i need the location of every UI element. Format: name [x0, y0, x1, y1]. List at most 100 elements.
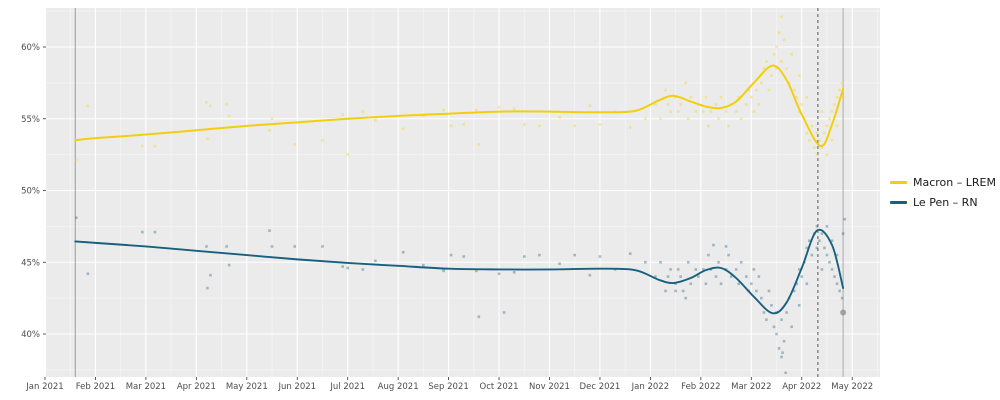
- legend-item-lepen: Le Pen – RN: [890, 196, 996, 209]
- data-point-lepen: [588, 273, 592, 277]
- data-point-lepen: [681, 289, 685, 293]
- x-axis-label: Jan 2022: [631, 382, 669, 392]
- x-axis-label: May 2021: [226, 382, 268, 392]
- data-point-macron: [760, 81, 763, 85]
- data-point-macron: [765, 60, 768, 63]
- data-point-lepen: [823, 246, 826, 250]
- data-point-macron: [689, 95, 693, 99]
- data-point-lepen: [772, 325, 776, 329]
- data-point-lepen: [785, 311, 788, 314]
- data-point-lepen: [74, 216, 78, 220]
- data-point-lepen: [462, 255, 466, 258]
- data-point-macron: [442, 108, 445, 112]
- data-point-lepen: [522, 255, 526, 258]
- data-point-macron: [462, 123, 466, 126]
- data-point-lepen: [790, 325, 793, 329]
- data-point-lepen: [724, 245, 728, 248]
- data-point-lepen: [762, 311, 766, 314]
- data-point-macron: [664, 88, 667, 92]
- x-axis-label: Feb 2021: [76, 382, 115, 392]
- data-point-macron: [813, 146, 816, 149]
- data-point-macron: [707, 124, 710, 128]
- data-point-lepen: [805, 246, 809, 250]
- data-point-macron: [739, 117, 743, 121]
- x-axis-label: Jul 2021: [329, 382, 365, 392]
- data-point-lepen: [442, 269, 445, 273]
- data-point-lepen: [775, 332, 778, 336]
- data-point-macron: [512, 107, 516, 111]
- data-point-lepen: [840, 296, 844, 300]
- trend-line-lepen: [74, 228, 845, 315]
- data-point-lepen: [558, 262, 561, 265]
- data-point-lepen: [669, 268, 672, 271]
- data-point-macron: [714, 103, 718, 106]
- data-point-lepen: [727, 253, 730, 257]
- data-point-macron: [205, 100, 208, 104]
- data-point-lepen: [598, 255, 602, 258]
- data-point-gray: [784, 371, 788, 375]
- data-point-lepen: [449, 253, 453, 257]
- data-point-lepen: [502, 311, 506, 314]
- data-point-lepen: [697, 275, 700, 278]
- data-point-lepen: [676, 268, 680, 271]
- data-point-macron: [401, 127, 405, 131]
- data-point-lepen: [808, 239, 811, 243]
- data-point-lepen: [686, 260, 690, 264]
- data-point-lepen: [684, 296, 688, 300]
- data-point-lepen: [815, 246, 819, 250]
- data-point-macron: [797, 74, 801, 77]
- data-point-macron: [810, 124, 814, 128]
- data-point-lepen: [475, 269, 478, 273]
- data-point-macron: [724, 110, 728, 113]
- data-point-lepen: [702, 268, 705, 271]
- y-axis-label: 50%: [21, 187, 40, 197]
- data-point-lepen: [712, 243, 715, 247]
- data-point-macron: [734, 110, 738, 113]
- data-point-macron: [704, 95, 708, 99]
- data-point-macron: [838, 88, 841, 92]
- data-point-macron: [808, 138, 811, 142]
- data-point-macron: [752, 110, 756, 113]
- data-point-lepen: [780, 355, 783, 359]
- data-point-macron: [666, 103, 670, 106]
- data-point-lepen: [797, 304, 801, 307]
- data-point-macron: [744, 103, 748, 106]
- data-point-macron: [780, 60, 783, 63]
- data-point-lepen: [750, 282, 753, 286]
- data-point-lepen: [704, 282, 708, 286]
- data-point-macron: [747, 88, 751, 92]
- data-point-lepen: [674, 289, 677, 293]
- data-point-macron: [659, 117, 662, 121]
- data-point-macron: [828, 117, 831, 121]
- data-point-lepen: [666, 275, 670, 278]
- x-axis-label: Apr 2021: [177, 382, 216, 392]
- y-axis-label: 60%: [21, 43, 40, 53]
- y-axis-label: 55%: [21, 115, 40, 125]
- data-point-lepen: [800, 275, 804, 278]
- data-point-macron: [840, 81, 844, 85]
- data-point-macron: [727, 124, 730, 128]
- data-point-lepen: [141, 230, 144, 234]
- data-point-macron: [717, 117, 720, 121]
- data-point-macron: [598, 123, 602, 126]
- data-point-lepen: [777, 347, 781, 350]
- data-point-lepen: [268, 229, 271, 232]
- data-point-macron: [841, 95, 845, 99]
- data-point-macron: [825, 124, 829, 128]
- data-point-macron: [676, 110, 680, 113]
- data-point-lepen: [321, 245, 324, 248]
- data-point-lepen: [825, 253, 829, 257]
- data-point-macron: [522, 123, 526, 126]
- data-point-lepen: [205, 245, 208, 248]
- y-axis-label: 45%: [21, 258, 40, 268]
- data-point-macron: [225, 103, 228, 106]
- x-axis-label: Sep 2021: [428, 382, 468, 392]
- data-point-lepen: [573, 253, 577, 257]
- data-point-lepen: [820, 268, 824, 271]
- legend-item-macron: Macron – LREM: [890, 176, 996, 189]
- data-point-lepen: [293, 245, 297, 248]
- data-point-macron: [654, 103, 657, 106]
- data-point-macron: [767, 88, 771, 92]
